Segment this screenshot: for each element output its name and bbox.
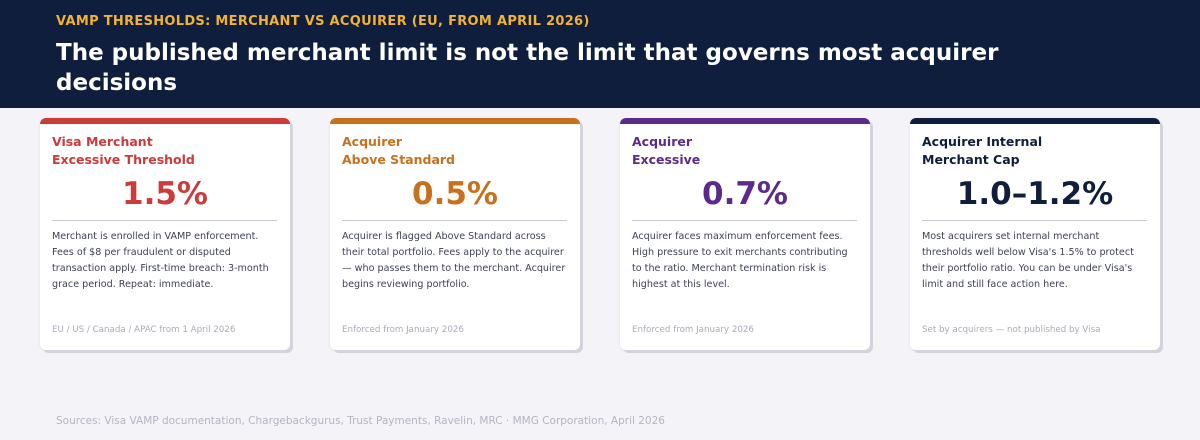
card-value: 0.5% (412, 176, 498, 212)
card-label: Acquirer Above Standard (342, 133, 567, 169)
card-label-line2: Excessive Threshold (52, 152, 195, 167)
eyebrow-text: VAMP THRESHOLDS: MERCHANT VS ACQUIRER (E… (56, 14, 590, 29)
card-acquirer-above-standard: Acquirer Above Standard 0.5% Acquirer is… (330, 118, 580, 350)
card-label: Acquirer Excessive (632, 133, 857, 169)
card-footnote: Enforced from January 2026 (632, 325, 754, 335)
card-divider (342, 220, 567, 221)
card-accent-bar (620, 118, 870, 124)
card-description: Merchant is enrolled in VAMP enforcement… (52, 231, 269, 290)
card-label: Acquirer Internal Merchant Cap (922, 133, 1147, 169)
card-footnote: EU / US / Canada / APAC from 1 April 202… (52, 325, 236, 335)
card-label-line2: Excessive (632, 152, 701, 167)
card-label-line1: Visa Merchant (52, 134, 153, 149)
card-description: Acquirer is flagged Above Standard acros… (342, 231, 566, 290)
card-divider (922, 220, 1147, 221)
card-description: Most acquirers set internal merchant thr… (922, 231, 1134, 290)
card-label-line1: Acquirer (632, 134, 693, 149)
card-value: 0.7% (702, 176, 788, 212)
card-footnote: Enforced from January 2026 (342, 325, 464, 335)
page-title: The published merchant limit is not the … (56, 40, 999, 96)
card-footnote: Set by acquirers — not published by Visa (922, 325, 1101, 335)
card-accent-bar (40, 118, 290, 124)
card-accent-bar (330, 118, 580, 124)
card-divider (632, 220, 857, 221)
card-divider (52, 220, 277, 221)
card-visa-merchant-threshold: Visa Merchant Excessive Threshold 1.5% M… (40, 118, 290, 350)
card-label-line1: Acquirer (342, 134, 403, 149)
card-label-line2: Merchant Cap (922, 152, 1020, 167)
header-banner: VAMP THRESHOLDS: MERCHANT VS ACQUIRER (E… (0, 0, 1200, 108)
card-value: 1.5% (122, 176, 208, 212)
sources-footer: Sources: Visa VAMP documentation, Charge… (56, 415, 665, 427)
card-label: Visa Merchant Excessive Threshold (52, 133, 277, 169)
card-acquirer-internal-cap: Acquirer Internal Merchant Cap 1.0–1.2% … (910, 118, 1160, 350)
card-value: 1.0–1.2% (956, 176, 1114, 212)
card-label-line2: Above Standard (342, 152, 455, 167)
card-description: Acquirer faces maximum enforcement fees.… (632, 231, 848, 290)
card-accent-bar (910, 118, 1160, 124)
card-acquirer-excessive: Acquirer Excessive 0.7% Acquirer faces m… (620, 118, 870, 350)
card-label-line1: Acquirer Internal (922, 134, 1043, 149)
